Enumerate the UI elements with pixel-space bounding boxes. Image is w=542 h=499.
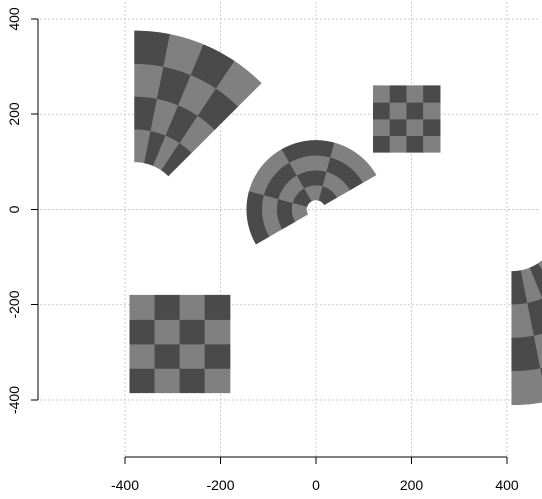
checker-cell <box>204 343 231 369</box>
checker-cell <box>423 102 441 120</box>
grid <box>40 2 540 458</box>
checker-cell <box>246 191 270 245</box>
checker-cell <box>179 294 206 320</box>
y-tick-label: -200 <box>6 290 22 318</box>
checker-cell <box>179 368 206 394</box>
checker-cell <box>373 85 391 103</box>
x-tick-label: 0 <box>312 477 320 493</box>
checker-cell <box>154 319 181 345</box>
checker-cell <box>389 85 408 103</box>
checker-cell <box>154 368 181 394</box>
checker-cell <box>204 294 231 320</box>
checker-cell <box>204 319 231 345</box>
checker-square <box>129 294 231 394</box>
x-tick-label: -200 <box>206 477 234 493</box>
checker-cell <box>204 368 231 394</box>
y-tick-label: 200 <box>6 102 22 126</box>
checker-sector <box>511 260 542 406</box>
checker-cell <box>129 319 156 345</box>
checker-cell <box>129 294 156 320</box>
checker-cell <box>389 118 408 136</box>
checker-cell <box>423 85 441 103</box>
x-tick-label: 200 <box>400 477 424 493</box>
x-tick-label: 400 <box>495 477 519 493</box>
checker-cell <box>129 343 156 369</box>
checker-cell <box>373 102 391 120</box>
checker-cell <box>134 30 170 67</box>
checker-cell <box>406 85 424 103</box>
checker-cell <box>129 368 156 394</box>
checker-cell <box>533 333 542 369</box>
checker-cell <box>179 319 206 345</box>
checker-cell <box>389 102 408 120</box>
checker-cell <box>537 260 542 270</box>
checker-cell <box>423 118 441 136</box>
checker-cell <box>179 343 206 369</box>
checker-sector <box>134 30 262 177</box>
y-tick-label: 0 <box>6 205 22 213</box>
checker-cell <box>511 368 542 406</box>
checker-square <box>373 85 441 153</box>
checker-cell <box>406 118 424 136</box>
checker-cell <box>389 135 408 153</box>
checker-cell <box>373 118 391 136</box>
y-tick-label: -400 <box>6 386 22 414</box>
checker-cell <box>154 343 181 369</box>
y-tick-label: 400 <box>6 7 22 31</box>
checker-cell <box>406 135 424 153</box>
checker-cell <box>373 135 391 153</box>
checker-cell <box>423 135 441 153</box>
x-tick-label: -400 <box>111 477 139 493</box>
axes: -400 -200 0 200 400 400 200 0 -200 -400 <box>6 7 519 493</box>
checker-sector <box>246 140 377 245</box>
shapes-layer <box>129 30 542 406</box>
checker-cell <box>154 294 181 320</box>
checker-cell <box>406 102 424 120</box>
